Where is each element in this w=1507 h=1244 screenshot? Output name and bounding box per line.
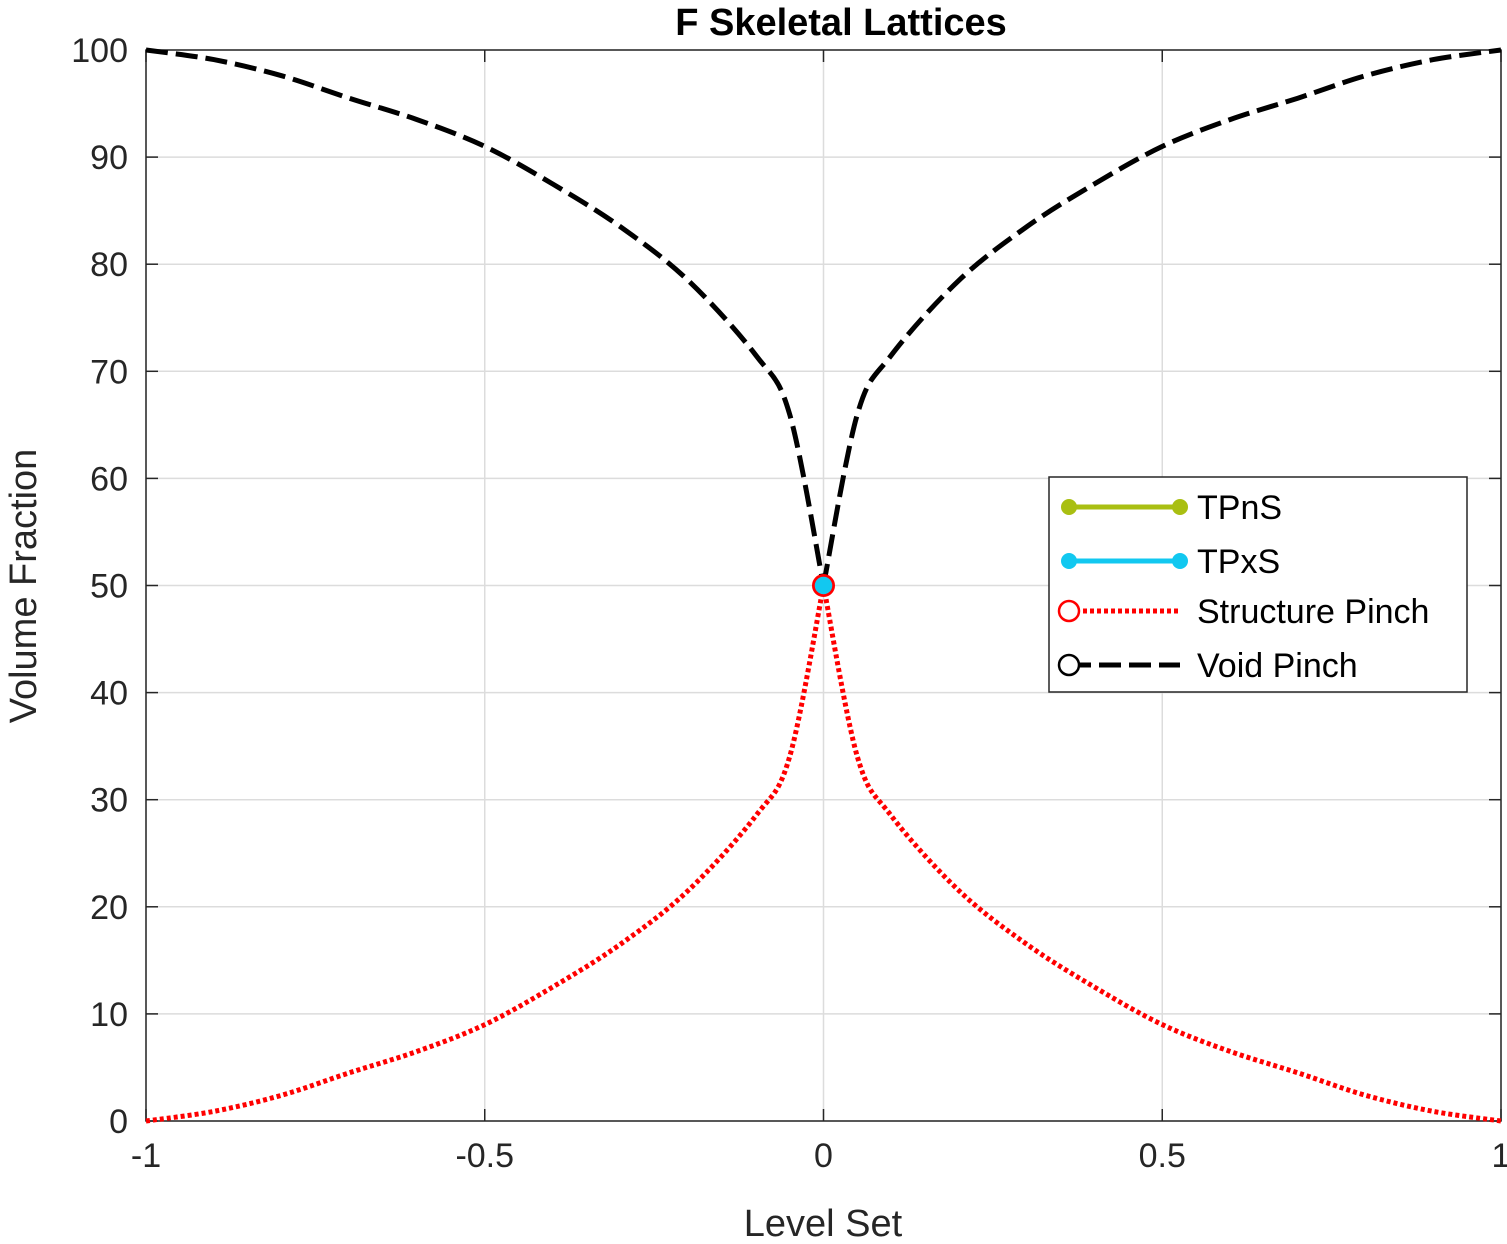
y-tick-label: 80 <box>90 246 128 284</box>
series-line-void-pinch <box>145 47 1502 586</box>
y-tick-label: 50 <box>90 568 128 606</box>
y-axis-label: Volume Fraction <box>3 449 45 724</box>
legend-marker <box>1057 599 1081 623</box>
plot-series <box>145 47 1502 1124</box>
chart-title: F Skeletal Lattices <box>675 2 1007 44</box>
x-tick-label: -0.5 <box>455 1137 514 1175</box>
y-tick-label: 60 <box>90 460 128 498</box>
y-tick-label: 40 <box>90 675 128 713</box>
legend-label: Structure Pinch <box>1197 593 1429 631</box>
legend-label: Void Pinch <box>1197 647 1358 685</box>
y-tick-label: 100 <box>71 32 128 70</box>
legend-label: TPxS <box>1197 543 1280 581</box>
y-tick-label: 90 <box>90 139 128 177</box>
legend-box <box>1048 476 1468 693</box>
legend-marker <box>1061 553 1077 569</box>
y-tick-label: 0 <box>109 1103 128 1141</box>
series-line-structure-pinch <box>145 585 1502 1124</box>
legend-label: TPnS <box>1197 489 1282 527</box>
legend: TPnS TPxS Structure Pinch Void Pinch <box>1048 476 1468 693</box>
x-tick-label: 0.5 <box>1139 1137 1186 1175</box>
data-markers <box>812 574 835 597</box>
legend-marker <box>1172 499 1188 515</box>
marker-tpxs <box>814 576 833 595</box>
x-tick-label: 0 <box>814 1137 833 1175</box>
y-tick-label: 70 <box>90 353 128 391</box>
y-tick-label: 20 <box>90 889 128 927</box>
legend-marker <box>1057 653 1081 677</box>
legend-marker <box>1061 499 1077 515</box>
legend-marker <box>1172 553 1188 569</box>
y-tick-label: 30 <box>90 782 128 820</box>
x-tick-label: -1 <box>131 1137 161 1175</box>
x-axis-label: Level Set <box>744 1203 903 1244</box>
x-tick-label: 1 <box>1492 1137 1507 1175</box>
y-tick-label: 10 <box>90 996 128 1034</box>
